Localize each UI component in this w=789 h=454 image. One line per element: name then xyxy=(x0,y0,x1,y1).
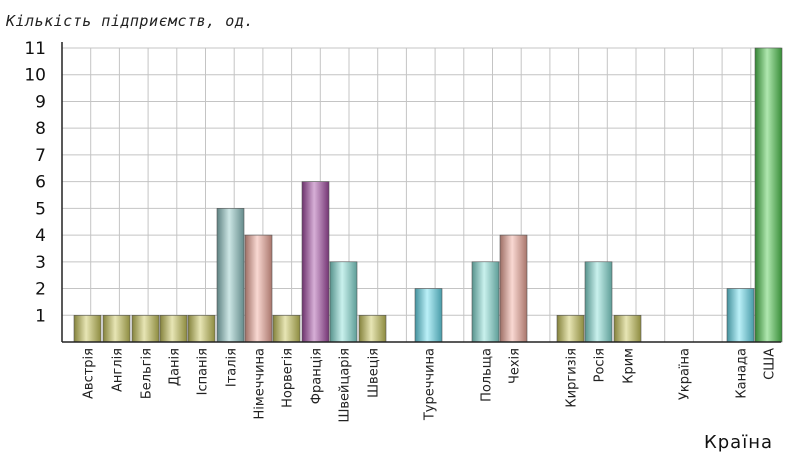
bar-1 xyxy=(73,314,102,343)
bar-5 xyxy=(187,314,216,343)
bar-15 xyxy=(556,314,585,343)
bar-19 xyxy=(726,288,755,343)
bar-17 xyxy=(613,314,642,343)
bar-6 xyxy=(216,208,245,343)
bar-16 xyxy=(584,261,613,343)
bar-9 xyxy=(301,181,330,343)
bar-8 xyxy=(272,314,301,343)
y-tick-label: 6 xyxy=(35,173,46,193)
x-tick-label: Німеччина xyxy=(253,348,268,419)
x-tick-label: Канада xyxy=(735,348,750,399)
y-tick-label: 11 xyxy=(24,39,46,59)
x-tick-label: Росія xyxy=(593,348,608,382)
bar-2 xyxy=(102,314,131,343)
x-tick-label: Швейцарія xyxy=(338,348,353,423)
y-tick-label: 3 xyxy=(35,253,46,273)
x-tick-label: Швеція xyxy=(367,348,382,398)
bar-11 xyxy=(358,314,387,343)
chart-axes xyxy=(61,42,781,343)
x-tick-label: Франція xyxy=(310,348,325,404)
bar-12 xyxy=(414,288,443,343)
y-tick-label: 2 xyxy=(35,280,46,300)
x-tick-label: Туреччина xyxy=(423,348,438,421)
y-tick-label: 10 xyxy=(24,66,46,86)
y-tick-labels: 1 2 3 4 5 6 7 8 9 10 11 xyxy=(24,39,46,326)
x-tick-label: Бельгія xyxy=(140,348,155,399)
y-axis-title: Кількість підприємств, од. xyxy=(6,12,254,30)
bar-13 xyxy=(471,261,500,343)
bar-20 xyxy=(754,47,783,343)
x-tick-label: Австрія xyxy=(82,348,97,399)
bar-14 xyxy=(499,234,528,343)
y-tick-label: 8 xyxy=(35,119,46,139)
x-tick-label: Італія xyxy=(225,348,240,387)
chart-grid xyxy=(61,47,781,342)
x-tick-label: Іспанія xyxy=(196,348,211,395)
x-tick-labels: Австрія Англія Бельгія Данія Іспанія Італія Ні… xyxy=(82,348,778,423)
chart-bars xyxy=(73,47,783,343)
x-tick-label: Киргизія xyxy=(565,348,580,408)
x-tick-label: Україна xyxy=(678,348,693,400)
y-tick-label: 5 xyxy=(35,199,46,219)
x-axis-title: Країна xyxy=(703,432,773,453)
x-tick-label: США xyxy=(763,348,778,380)
bar-10 xyxy=(329,261,358,343)
x-tick-label: Англія xyxy=(111,348,126,392)
bar-4 xyxy=(159,314,188,343)
bar-7 xyxy=(244,234,273,343)
x-tick-label: Данія xyxy=(168,348,183,386)
x-tick-label: Норвегія xyxy=(281,348,296,408)
x-tick-label: Крим xyxy=(622,348,637,384)
y-tick-label: 7 xyxy=(35,146,46,166)
y-tick-label: 1 xyxy=(35,306,46,326)
x-tick-label: Чехія xyxy=(508,348,523,384)
bar-3 xyxy=(131,314,160,343)
y-tick-label: 9 xyxy=(35,92,46,112)
x-tick-label: Польща xyxy=(480,348,495,402)
y-tick-label: 4 xyxy=(35,226,46,246)
